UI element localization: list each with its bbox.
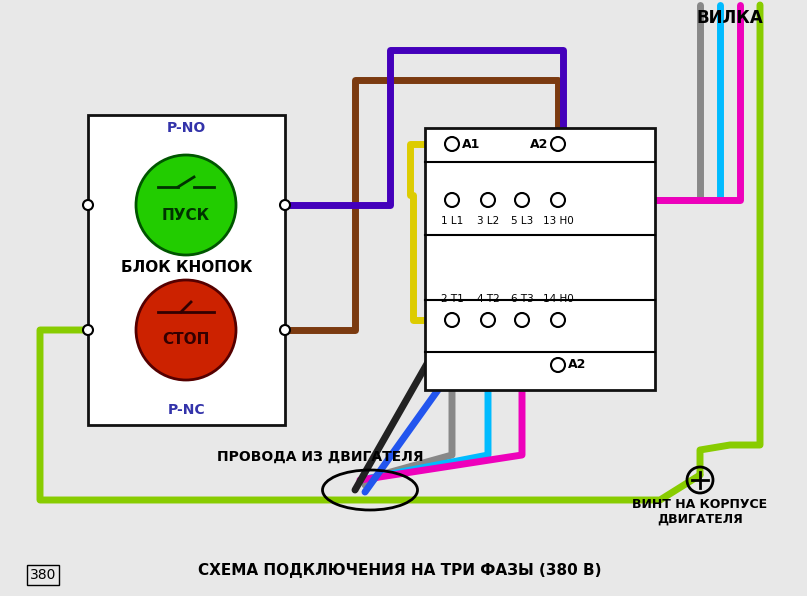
Bar [88,115,285,425]
Circle shape [136,155,236,255]
Text: 14 H0: 14 H0 [542,294,574,304]
Circle shape [280,325,290,335]
Circle shape [551,358,565,372]
Text: ВИЛКА: ВИЛКА [696,9,763,27]
Text: A2: A2 [568,359,587,371]
Circle shape [481,313,495,327]
Circle shape [445,137,459,151]
Circle shape [551,313,565,327]
Circle shape [136,280,236,380]
Circle shape [445,193,459,207]
Text: 380: 380 [30,568,56,582]
Circle shape [83,325,93,335]
Circle shape [551,137,565,151]
Text: СТОП: СТОП [162,333,210,347]
Text: A2: A2 [529,138,548,151]
Circle shape [83,200,93,210]
Text: 6 T3: 6 T3 [511,294,533,304]
Text: 2 T1: 2 T1 [441,294,463,304]
Circle shape [515,193,529,207]
Text: БЛОК КНОПОК: БЛОК КНОПОК [121,260,253,275]
Text: 1 L1: 1 L1 [441,216,463,226]
Text: ПРОВОДА ИЗ ДВИГАТЕЛЯ: ПРОВОДА ИЗ ДВИГАТЕЛЯ [217,450,423,464]
Circle shape [445,313,459,327]
Text: ПУСК: ПУСК [162,207,210,222]
Text: P-NO: P-NO [167,121,206,135]
Circle shape [280,200,290,210]
Text: 5 L3: 5 L3 [511,216,533,226]
Text: ВИНТ НА КОРПУСЕ
ДВИГАТЕЛЯ: ВИНТ НА КОРПУСЕ ДВИГАТЕЛЯ [633,498,767,526]
Text: A1: A1 [462,138,480,151]
Circle shape [551,193,565,207]
Bar [425,128,655,390]
Circle shape [481,193,495,207]
Circle shape [515,313,529,327]
Text: 13 H0: 13 H0 [542,216,574,226]
Text: СХЕМА ПОДКЛЮЧЕНИЯ НА ТРИ ФАЗЫ (380 В): СХЕМА ПОДКЛЮЧЕНИЯ НА ТРИ ФАЗЫ (380 В) [199,563,602,578]
Text: 4 T2: 4 T2 [477,294,500,304]
Text: 3 L2: 3 L2 [477,216,499,226]
Text: P-NC: P-NC [168,403,205,417]
